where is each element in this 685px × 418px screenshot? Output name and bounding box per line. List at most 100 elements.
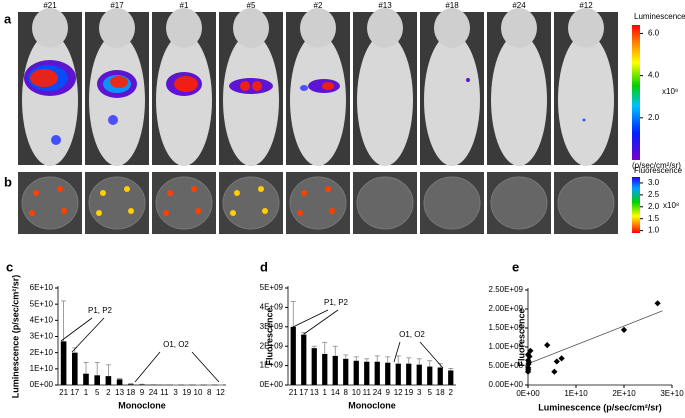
colorbar-multiplier: x10⁹ xyxy=(662,87,678,96)
fluor-spot xyxy=(329,208,335,214)
x-tick-label: 2E+10 xyxy=(612,389,636,398)
panel-label: c xyxy=(6,259,13,274)
point xyxy=(525,357,532,364)
point xyxy=(551,368,558,375)
x-tick-label: 8 xyxy=(344,388,349,397)
point xyxy=(620,326,628,334)
bar xyxy=(364,361,370,385)
y-tick-label: 1.50E+09 xyxy=(489,323,524,332)
colorbar-tick-label: 4.0 xyxy=(648,71,660,80)
point xyxy=(654,300,661,307)
fluor-spot xyxy=(191,186,197,192)
y-tick-label: 1E+09 xyxy=(260,361,284,370)
x-tick-label: 12 xyxy=(216,388,225,397)
fluor-spot xyxy=(33,190,39,196)
signal xyxy=(582,118,586,122)
x-tick-label: 10 xyxy=(194,388,203,397)
y-tick-label: 2E+09 xyxy=(260,341,284,350)
fluor-spot xyxy=(128,208,134,214)
x-tick-label: 1E+10 xyxy=(564,389,588,398)
fluor-spot xyxy=(100,190,106,196)
x-tick-label: 13 xyxy=(115,388,124,397)
x-tick-label: 18 xyxy=(126,388,135,397)
x-tick-label: 3 xyxy=(173,388,178,397)
x-tick-label: 5 xyxy=(95,388,100,397)
mouse-head xyxy=(166,8,202,48)
panel-label: d xyxy=(260,259,268,274)
mouse-body xyxy=(156,34,212,166)
y-tick-label: 2.00E+09 xyxy=(489,304,524,313)
x-tick-label: 13 xyxy=(310,388,319,397)
bar xyxy=(301,334,307,385)
organ xyxy=(490,176,548,230)
bar xyxy=(385,362,391,385)
organ xyxy=(155,176,213,230)
y-tick-label: 2E+10 xyxy=(30,348,54,357)
bar xyxy=(116,379,123,385)
x-tick-label: 1 xyxy=(323,388,328,397)
bar xyxy=(353,360,359,385)
mouse-head xyxy=(434,8,470,48)
fluor-spot xyxy=(258,186,264,192)
mouse-id: #5 xyxy=(247,1,256,10)
x-tick-label: 14 xyxy=(331,388,340,397)
fluor-spot xyxy=(234,190,240,196)
mouse-body xyxy=(89,34,145,166)
fluor-spot xyxy=(124,186,130,192)
mouse-id: #24 xyxy=(512,1,526,10)
mouse-body xyxy=(22,34,78,166)
x-tick-label: 3E+10 xyxy=(660,389,684,398)
fluor-spot xyxy=(262,208,268,214)
x-tick-label: 19 xyxy=(182,388,191,397)
bar xyxy=(290,326,296,385)
colorbar-multiplier: x10⁸ xyxy=(663,201,679,210)
organ xyxy=(356,176,414,230)
x-tick-label: 19 xyxy=(404,388,413,397)
y-tick-label: 3E+10 xyxy=(30,332,54,341)
organ xyxy=(289,176,347,230)
fluor-spot xyxy=(297,210,303,216)
mouse-head xyxy=(99,8,135,48)
y-tick-label: 5.00E+08 xyxy=(489,361,524,370)
y-tick-label: 0E+00 xyxy=(30,380,54,389)
x-tick-label: 2 xyxy=(106,388,111,397)
signal xyxy=(466,78,470,82)
colorbar-title: Fluorescence xyxy=(634,166,683,175)
x-tick-label: 12 xyxy=(394,388,403,397)
y-tick-label: 1.00E+09 xyxy=(489,342,524,351)
y-tick-label: 0E+00 xyxy=(260,380,284,389)
mouse-id: #17 xyxy=(110,1,124,10)
x-tick-label: 11 xyxy=(363,388,372,397)
y-tick-label: 5E+09 xyxy=(260,283,284,292)
bar xyxy=(406,363,412,385)
x-tick-label: 17 xyxy=(70,388,79,397)
y-tick-label: 6E+10 xyxy=(30,283,54,292)
bar xyxy=(105,376,112,385)
bar xyxy=(416,364,422,385)
trendline xyxy=(527,310,663,365)
mouse-id: #2 xyxy=(314,1,323,10)
annotation: O1, O2 xyxy=(163,340,189,349)
mouse-body xyxy=(223,34,279,166)
x-tick-label: 2 xyxy=(449,388,454,397)
signal xyxy=(252,81,262,91)
fluor-spot xyxy=(230,210,236,216)
colorbar-title: Luminescence xyxy=(634,12,685,21)
x-tick-label: 8 xyxy=(207,388,212,397)
signal xyxy=(110,76,128,88)
signal xyxy=(51,135,61,145)
colorbar-tick-label: 2.0 xyxy=(648,113,660,122)
signal xyxy=(30,69,58,87)
fluor-spot xyxy=(167,190,173,196)
bar xyxy=(427,366,433,385)
fluor-spot xyxy=(57,186,63,192)
bar xyxy=(322,353,328,385)
signal xyxy=(108,115,118,125)
fluor-spot xyxy=(195,208,201,214)
bar xyxy=(332,355,338,385)
mouse-id: #21 xyxy=(43,1,57,10)
x-tick-label: 10 xyxy=(352,388,361,397)
mouse-id: #1 xyxy=(180,1,189,10)
